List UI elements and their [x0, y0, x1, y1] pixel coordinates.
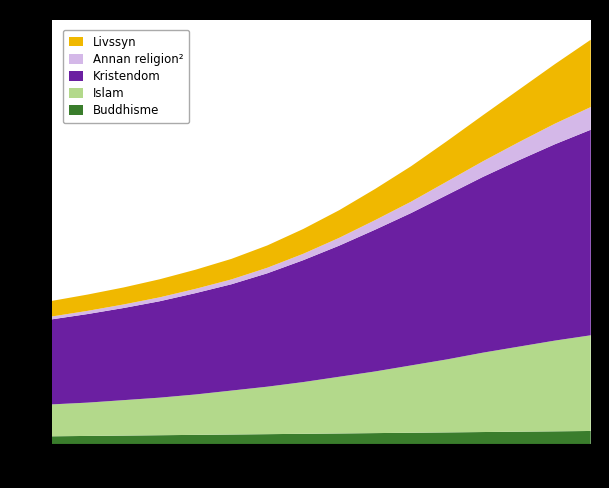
Legend: Livssyn, Annan religion², Kristendom, Islam, Buddhisme: Livssyn, Annan religion², Kristendom, Is… — [63, 30, 189, 123]
